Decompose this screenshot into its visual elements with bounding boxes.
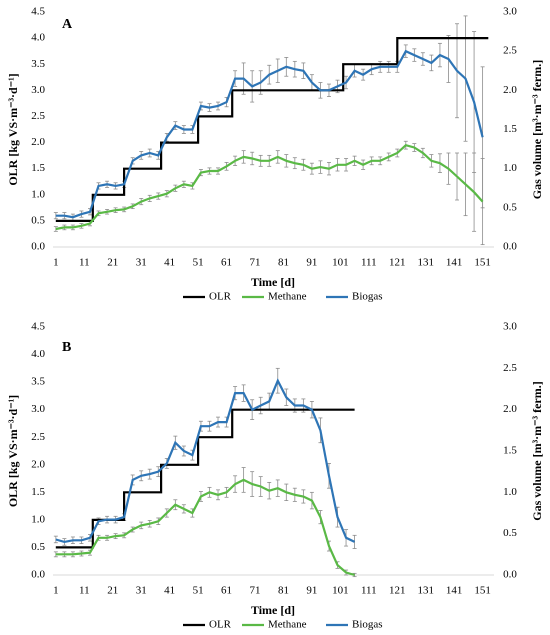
x-axis-title: Time [d] (251, 603, 295, 617)
y-tick-label: 2.5 (31, 431, 45, 443)
y2-tick-label: 1.5 (503, 445, 517, 457)
x-tick-label: 51 (193, 585, 204, 597)
x-tick-label: 21 (107, 257, 118, 269)
legend-label: Methane (268, 619, 307, 631)
y-tick-label: 4.0 (31, 348, 45, 360)
y-tick-label: 2.0 (31, 136, 45, 148)
y2-tick-label: 2.0 (503, 403, 517, 415)
x-tick-label: 111 (361, 585, 377, 597)
y-tick-label: 2.5 (31, 110, 45, 122)
legend-label: Biogas (352, 619, 383, 631)
x-tick-label: 111 (361, 257, 377, 269)
y-tick-label: 1.5 (31, 486, 45, 498)
x-tick-label: 81 (278, 585, 289, 597)
y2-axis-title: Gas volume [m³·m⁻³ ferm.] (530, 60, 544, 200)
x-tick-label: 11 (79, 257, 90, 269)
x-tick-label: 81 (278, 257, 289, 269)
series-line (55, 408, 355, 549)
x-tick-label: 91 (306, 585, 317, 597)
legend-label: Methane (268, 291, 307, 303)
y2-axis-title: Gas volume [m³·m⁻³ ferm.] (530, 381, 544, 521)
y2-tick-label: 3.0 (503, 321, 517, 333)
y2-tick-label: 0.5 (503, 527, 517, 539)
x-tick-label: 11 (79, 585, 90, 597)
y-axis-title: OLR [kg VS·m⁻³·d⁻¹] (6, 73, 20, 185)
x-tick-label: 91 (306, 257, 317, 269)
y-tick-label: 1.5 (31, 162, 45, 174)
x-tick-label: 31 (136, 257, 147, 269)
y-tick-label: 3.0 (31, 84, 45, 96)
y-tick-label: 4.0 (31, 32, 45, 44)
y2-tick-label: 1.5 (503, 123, 517, 135)
x-tick-label: 121 (389, 585, 406, 597)
error-bar (480, 66, 485, 209)
x-tick-label: 71 (250, 257, 261, 269)
x-tick-label: 1 (53, 257, 59, 269)
x-tick-label: 41 (164, 585, 175, 597)
y2-tick-label: 0.0 (503, 241, 517, 253)
x-tick-label: 101 (332, 585, 349, 597)
series-line (55, 478, 355, 577)
y-tick-label: 4.5 (31, 6, 45, 18)
series-line (55, 49, 484, 219)
legend-label: OLR (209, 619, 232, 631)
y-tick-label: 0.5 (31, 541, 45, 553)
series-line (55, 37, 489, 222)
y-tick-label: 0.0 (31, 569, 45, 581)
legend-label: Biogas (352, 291, 383, 303)
x-tick-label: 21 (107, 585, 118, 597)
x-tick-label: 101 (332, 257, 349, 269)
y2-tick-label: 1.0 (503, 486, 517, 498)
y2-tick-label: 0.5 (503, 201, 517, 213)
y-tick-label: 1.0 (31, 188, 45, 200)
x-tick-label: 41 (164, 257, 175, 269)
x-tick-label: 1 (53, 585, 59, 597)
y-tick-label: 4.5 (31, 321, 45, 333)
y-tick-label: 3.0 (31, 403, 45, 415)
series-line (55, 378, 356, 544)
x-tick-label: 141 (446, 257, 463, 269)
error-bar (352, 534, 357, 549)
x-tick-label: 141 (446, 585, 463, 597)
y-axis-title: OLR [kg VS·m⁻³·d⁻¹] (6, 395, 20, 507)
y-tick-label: 0.5 (31, 214, 45, 226)
y2-tick-label: 0.0 (503, 569, 517, 581)
y2-tick-label: 1.0 (503, 162, 517, 174)
panel-label: B (62, 340, 71, 355)
x-tick-label: 51 (193, 257, 204, 269)
x-tick-label: 151 (474, 257, 491, 269)
x-tick-label: 71 (250, 585, 261, 597)
y-tick-label: 2.0 (31, 458, 45, 470)
x-tick-label: 131 (417, 257, 434, 269)
series-line (55, 143, 484, 231)
y-tick-label: 0.0 (31, 241, 45, 253)
y-tick-label: 3.5 (31, 376, 45, 388)
y2-tick-label: 2.5 (503, 45, 517, 57)
x-tick-label: 61 (221, 257, 232, 269)
y2-tick-label: 2.0 (503, 84, 517, 96)
panel-label: A (62, 17, 73, 32)
x-tick-label: 131 (417, 585, 434, 597)
y-tick-label: 3.5 (31, 58, 45, 70)
y2-tick-label: 3.0 (503, 6, 517, 18)
x-tick-label: 61 (221, 585, 232, 597)
x-tick-label: 31 (136, 585, 147, 597)
legend-label: OLR (209, 291, 232, 303)
x-tick-label: 151 (474, 585, 491, 597)
y2-tick-label: 2.5 (503, 362, 517, 374)
x-tick-label: 121 (389, 257, 406, 269)
x-axis-title: Time [d] (251, 275, 295, 289)
y-tick-label: 1.0 (31, 513, 45, 525)
